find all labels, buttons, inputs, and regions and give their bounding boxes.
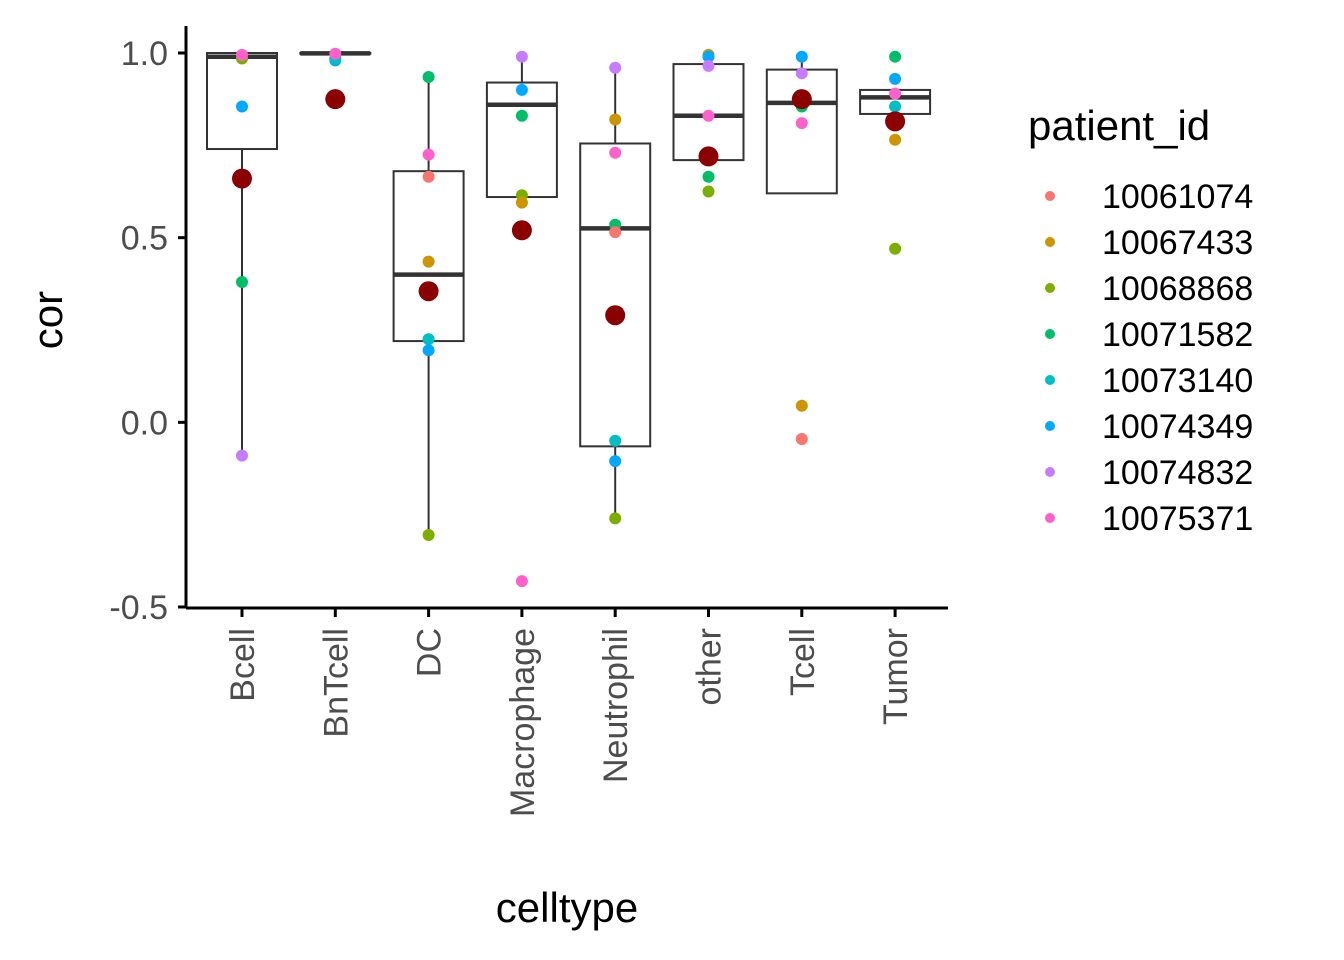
x-tick-label: Bcell <box>224 628 262 702</box>
data-point <box>515 83 528 96</box>
data-point <box>329 47 342 60</box>
mean-point <box>698 146 719 167</box>
legend-key <box>1045 513 1055 523</box>
mean-point <box>418 281 439 302</box>
data-point <box>795 399 808 412</box>
data-point <box>236 100 248 113</box>
legend-label: 10071582 <box>1102 316 1253 354</box>
data-point <box>422 255 435 268</box>
data-point <box>422 528 435 541</box>
data-point <box>889 72 902 85</box>
data-point <box>609 512 622 525</box>
data-point <box>609 61 622 74</box>
y-tick-label: -0.5 <box>109 589 168 627</box>
data-point <box>889 50 902 63</box>
x-tick-label: BnTcell <box>317 628 355 738</box>
data-point <box>422 71 435 84</box>
data-point <box>889 100 902 113</box>
data-point <box>515 109 528 122</box>
y-tick-label: 0.0 <box>121 404 168 442</box>
boxplot-macrophage <box>485 56 558 199</box>
legend-label: 10068868 <box>1102 270 1253 308</box>
box <box>485 81 558 199</box>
data-point <box>889 87 902 100</box>
data-point <box>702 185 715 198</box>
data-point <box>795 117 808 130</box>
x-tick-label: Neutrophil <box>597 628 635 783</box>
legend-key <box>1045 421 1055 431</box>
data-point <box>515 575 528 588</box>
legend-key <box>1045 237 1055 247</box>
data-point <box>515 50 528 63</box>
mean-point <box>605 305 626 326</box>
x-axis-title: celltype <box>496 884 638 931</box>
data-point <box>422 170 435 183</box>
x-tick-label: DC <box>411 628 449 677</box>
data-point <box>702 50 715 63</box>
legend-label: 10061074 <box>1102 178 1253 216</box>
x-tick-label: Tumor <box>877 628 915 725</box>
legend-key <box>1045 467 1055 477</box>
boxplot-bcell <box>206 52 278 456</box>
data-point <box>236 48 248 61</box>
mean-point <box>325 89 346 110</box>
data-point <box>795 67 808 80</box>
data-point <box>236 275 248 288</box>
legend-label: 10073140 <box>1102 362 1253 400</box>
boxplot-other <box>672 56 745 162</box>
legend-key <box>1045 329 1055 339</box>
mean-point <box>511 220 532 241</box>
data-point <box>889 133 902 146</box>
data-point <box>422 148 435 161</box>
data-point <box>609 434 622 447</box>
boxplot-dc <box>392 78 465 537</box>
data-point <box>422 344 435 357</box>
x-tick-label: Macrophage <box>504 628 542 817</box>
legend-key <box>1045 375 1055 385</box>
axes: -0.5 0.0 0.5 1.0 Bcell BnTcell DC Macrophage Neu… <box>109 26 948 817</box>
mean-point <box>791 89 812 110</box>
data-point <box>889 242 902 255</box>
data-point <box>236 449 248 462</box>
legend-label: 10075371 <box>1102 500 1253 538</box>
x-tick-label: other <box>691 628 729 706</box>
legend: patient_id 10061074 10067433 10068868 10071… <box>1028 102 1253 538</box>
y-tick-label: 1.0 <box>121 35 168 73</box>
data-point <box>702 109 715 122</box>
data-point <box>609 226 622 239</box>
data-point <box>515 196 528 209</box>
y-tick-label: 0.5 <box>121 220 168 258</box>
y-axis-title: cor <box>24 291 71 349</box>
box <box>579 142 652 448</box>
legend-key <box>1045 283 1055 293</box>
legend-label: 10074832 <box>1102 454 1253 492</box>
data-point <box>422 333 435 346</box>
legend-key <box>1045 191 1055 201</box>
legend-label: 10067433 <box>1102 224 1253 262</box>
box <box>765 68 838 195</box>
data-point <box>609 455 622 468</box>
boxplot-neutrophil <box>579 67 652 519</box>
data-point <box>702 170 715 183</box>
legend-label: 10074349 <box>1102 408 1253 446</box>
data-point <box>795 50 808 63</box>
data-point <box>795 432 808 445</box>
data-point <box>609 113 622 126</box>
mean-point <box>232 168 252 189</box>
x-tick-label: Tcell <box>784 628 822 696</box>
data-point <box>609 146 622 159</box>
data-point <box>702 59 715 72</box>
mean-point <box>885 111 906 132</box>
plot-area <box>206 47 932 588</box>
legend-title: patient_id <box>1028 102 1210 149</box>
